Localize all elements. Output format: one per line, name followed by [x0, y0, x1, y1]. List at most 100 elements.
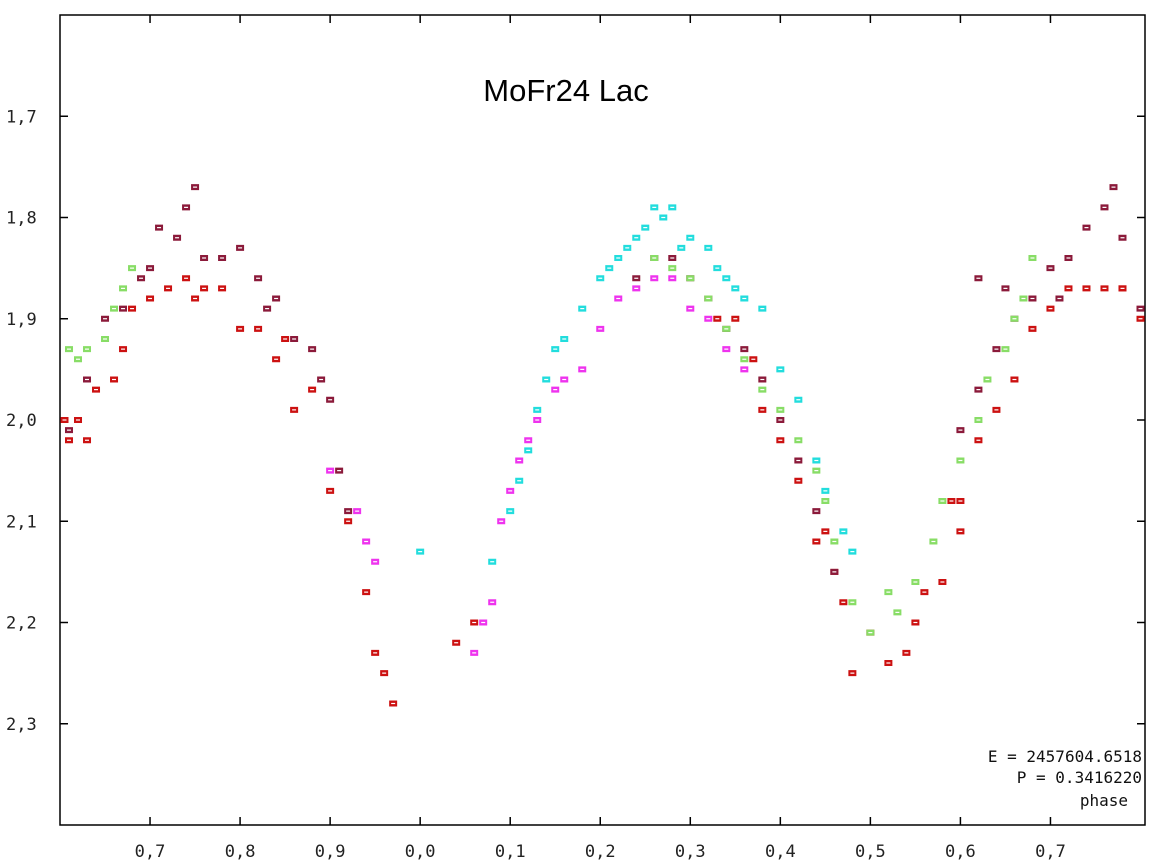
data-point: [731, 315, 740, 322]
data-point: [650, 275, 659, 282]
data-point: [794, 457, 803, 464]
x-tick-label: 0,0: [405, 842, 436, 862]
y-tick-label: 2,3: [6, 715, 37, 735]
data-point: [371, 649, 380, 656]
data-point: [704, 244, 713, 251]
data-point: [1136, 315, 1145, 322]
data-point: [686, 275, 695, 282]
data-point: [614, 295, 623, 302]
chart-title: MoFr24 Lac: [483, 73, 648, 108]
data-point: [155, 224, 164, 231]
data-point: [371, 558, 380, 565]
data-point: [821, 487, 830, 494]
data-point: [182, 275, 191, 282]
epoch-annotation: E = 2457604.6518: [988, 747, 1142, 766]
x-tick-label: 0,7: [1035, 842, 1066, 862]
data-point: [1136, 305, 1145, 312]
data-point: [218, 255, 227, 261]
data-point: [956, 498, 965, 504]
data-point: [290, 336, 299, 342]
data-point: [938, 498, 947, 504]
x-tick-label: 0,1: [495, 842, 526, 862]
data-point: [650, 255, 659, 261]
data-point: [821, 528, 830, 535]
data-point: [1010, 376, 1019, 383]
data-point: [128, 305, 137, 312]
data-point: [578, 305, 587, 312]
data-point: [1046, 305, 1055, 312]
data-point: [866, 629, 875, 636]
data-point: [686, 234, 695, 241]
data-point: [326, 467, 335, 474]
data-point: [686, 305, 695, 312]
data-point: [515, 457, 524, 464]
x-tick-label: 0,9: [315, 842, 346, 862]
y-axis-tick-labels: 1,7 1,8 1,9 2,0 2,1 2,2 2,3: [6, 107, 37, 735]
data-point: [488, 558, 497, 565]
x-tick-label: 0,8: [225, 842, 256, 862]
data-point: [74, 356, 83, 363]
data-point: [146, 265, 155, 272]
data-point: [1082, 285, 1091, 292]
data-point: [542, 376, 551, 383]
data-point: [812, 457, 821, 464]
x-axis-tick-labels: 0,7 0,8 0,9 0,0 0,1 0,2 0,3 0,4 0,5 0,6 0,7: [135, 842, 1066, 862]
y-tick-label: 2,1: [6, 512, 37, 532]
data-point: [668, 275, 677, 282]
data-point: [218, 285, 227, 292]
data-point: [947, 498, 956, 504]
y-tick-label: 2,2: [6, 614, 37, 634]
data-point: [1064, 285, 1073, 292]
data-point: [83, 437, 92, 444]
data-point: [146, 295, 155, 302]
data-point: [308, 386, 317, 393]
data-point: [722, 325, 731, 332]
data-point: [137, 275, 146, 282]
data-point: [335, 467, 344, 474]
data-point: [830, 568, 839, 575]
data-point: [110, 376, 119, 383]
data-point: [632, 275, 641, 282]
data-point: [182, 204, 191, 211]
data-point: [290, 406, 299, 413]
data-point: [452, 639, 461, 646]
data-point: [119, 305, 128, 312]
data-point: [65, 427, 74, 434]
data-point: [884, 589, 893, 596]
data-point: [1100, 204, 1109, 211]
data-point: [929, 538, 938, 545]
data-point: [839, 528, 848, 535]
data-point: [776, 437, 785, 444]
data-point: [344, 508, 353, 515]
data-point: [1019, 295, 1028, 302]
data-point: [992, 346, 1001, 353]
data-point: [812, 508, 821, 515]
phase-axis-label: phase: [1080, 791, 1128, 810]
data-point: [632, 234, 641, 241]
data-point: [380, 670, 389, 677]
data-point: [668, 204, 677, 211]
data-point: [677, 244, 686, 251]
data-point: [758, 406, 767, 413]
x-tick-label: 0,7: [135, 842, 166, 862]
data-point: [551, 386, 560, 393]
data-point: [506, 508, 515, 515]
data-point: [191, 295, 200, 302]
y-tick-label: 1,8: [6, 209, 37, 229]
data-point: [911, 619, 920, 626]
x-tick-label: 0,5: [855, 842, 886, 862]
data-point: [524, 447, 533, 454]
data-point: [740, 295, 749, 302]
data-point: [281, 336, 290, 342]
data-point: [812, 538, 821, 545]
data-point: [641, 224, 650, 231]
data-point: [533, 417, 542, 423]
data-point: [1118, 285, 1127, 292]
data-point: [272, 295, 281, 302]
data-point: [65, 437, 74, 444]
data-point: [632, 285, 641, 292]
data-point: [173, 234, 182, 241]
data-point: [200, 285, 209, 292]
data-point: [983, 376, 992, 383]
